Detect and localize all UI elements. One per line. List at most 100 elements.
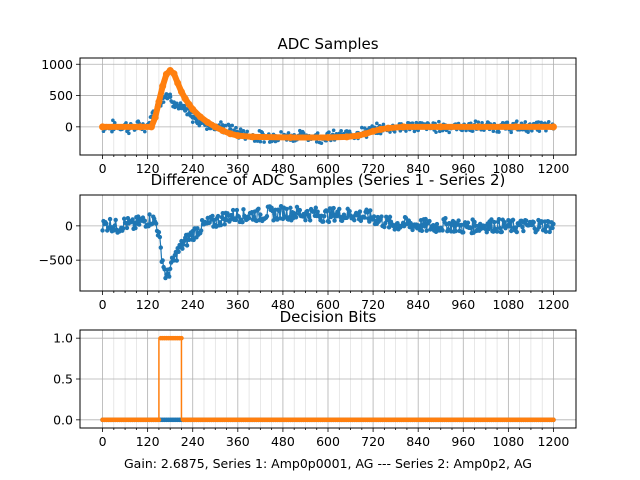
data-point [147, 212, 152, 217]
x-tick-label: 120 [136, 297, 160, 312]
data-point [205, 127, 209, 131]
data-point [158, 245, 163, 250]
data-point [179, 105, 184, 111]
data-point [234, 207, 240, 213]
x-tick-label: 1080 [492, 434, 524, 449]
data-point [422, 224, 427, 229]
data-point [517, 222, 522, 227]
data-point [322, 213, 327, 219]
data-point [104, 221, 109, 226]
data-point [551, 221, 556, 227]
data-point [153, 221, 159, 226]
data-point [465, 220, 471, 225]
data-point [470, 129, 475, 133]
x-tick-label: 0 [99, 297, 107, 312]
panel-title: Difference of ADC Samples (Series 1 - Se… [151, 171, 506, 189]
data-point [245, 129, 250, 134]
data-point [550, 225, 555, 231]
data-point [544, 223, 550, 229]
data-point [184, 243, 190, 248]
x-tick-label: 240 [181, 297, 205, 312]
data-point [354, 132, 362, 140]
data-point [537, 129, 542, 133]
x-tick-label: 600 [316, 297, 340, 312]
data-point [547, 229, 552, 235]
y-tick-label: −500 [39, 253, 73, 268]
data-point [424, 228, 429, 233]
data-point [375, 121, 379, 126]
data-point [196, 113, 204, 121]
data-point [362, 126, 367, 130]
data-point [284, 206, 289, 212]
data-point [121, 226, 126, 231]
y-tick-label: 0 [65, 119, 73, 134]
data-point [241, 129, 246, 133]
data-point [198, 228, 204, 233]
data-point [321, 219, 326, 224]
data-point [143, 129, 147, 134]
data-point [210, 213, 215, 219]
plot-area [99, 67, 557, 145]
x-tick-label: 240 [181, 161, 205, 176]
data-point [279, 130, 283, 134]
data-point [488, 225, 493, 230]
data-point [164, 92, 169, 97]
x-tick-label: 480 [271, 161, 295, 176]
x-tick-label: 360 [226, 434, 250, 449]
panel-title: ADC Samples [277, 35, 378, 53]
data-point [258, 212, 263, 217]
data-point [423, 216, 428, 222]
data-point [315, 131, 320, 135]
data-point [468, 225, 473, 231]
data-point [219, 127, 227, 135]
data-point [551, 417, 556, 423]
data-point [326, 219, 332, 225]
data-point [514, 229, 520, 235]
data-point [313, 205, 318, 210]
data-point [339, 128, 343, 133]
x-tick-label: 840 [406, 434, 430, 449]
data-point [440, 228, 445, 233]
panel-title: Decision Bits [280, 308, 377, 326]
x-tick-label: 840 [406, 297, 430, 312]
data-point [319, 141, 324, 145]
x-tick-label: 1080 [492, 161, 524, 176]
data-point [392, 129, 397, 134]
data-point [352, 217, 357, 223]
y-tick-label: 500 [49, 88, 73, 103]
data-point [170, 70, 178, 78]
data-point [157, 234, 163, 240]
data-point [381, 122, 386, 127]
data-point [331, 128, 336, 133]
data-point [176, 249, 181, 254]
data-point [163, 275, 168, 281]
data-point [536, 120, 541, 124]
data-point [234, 132, 242, 140]
data-point [133, 225, 138, 231]
data-point [347, 208, 352, 214]
data-point [293, 215, 299, 220]
data-point [264, 214, 270, 219]
data-point [297, 207, 303, 213]
data-point [546, 119, 551, 124]
x-tick-label: 960 [451, 297, 475, 312]
data-point [234, 125, 238, 130]
series-1 [100, 204, 556, 281]
data-point [497, 130, 501, 134]
data-point [367, 219, 372, 224]
data-point [136, 222, 142, 227]
data-point [343, 133, 351, 141]
data-point [258, 139, 263, 144]
data-point [130, 217, 135, 222]
data-point [369, 127, 377, 135]
data-point [219, 120, 223, 124]
data-point [186, 112, 192, 117]
data-point [371, 214, 377, 219]
data-point [480, 121, 484, 125]
data-point [384, 124, 392, 132]
data-point [301, 131, 306, 135]
data-point [400, 220, 406, 226]
data-point [410, 227, 415, 233]
data-point [427, 218, 432, 224]
data-point [337, 206, 342, 212]
